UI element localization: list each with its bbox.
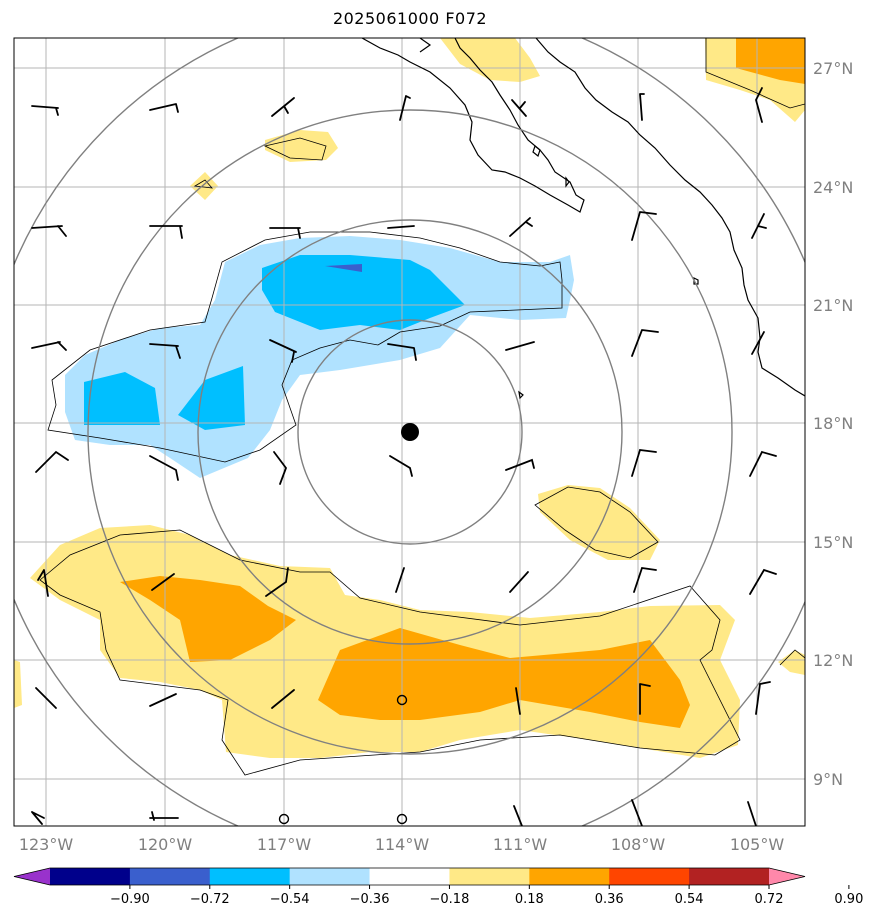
lat-label: 27°N bbox=[813, 59, 853, 78]
lat-label: 21°N bbox=[813, 296, 853, 315]
shade-0.18-nw1 bbox=[265, 130, 338, 162]
lat-label: 12°N bbox=[813, 651, 853, 670]
colorbar-segment bbox=[369, 868, 450, 885]
shade-neg0.36-mid bbox=[178, 366, 245, 430]
shade-neg0.54 bbox=[325, 264, 362, 272]
plot-area bbox=[14, 38, 805, 826]
colorbar-segment bbox=[609, 868, 690, 885]
lat-labels: 27°N 24°N 21°N 18°N 15°N 12°N 9°N bbox=[813, 59, 853, 789]
shade-0.36-east bbox=[318, 628, 690, 728]
colorbar-segment bbox=[689, 868, 770, 885]
colorbar-segment bbox=[50, 868, 131, 885]
lat-label: 15°N bbox=[813, 533, 853, 552]
shade-0.18-north bbox=[440, 38, 540, 82]
colorbar: −0.90 −0.72 −0.54 −0.36 −0.18 0.18 0.36 0.54 0.7… bbox=[13, 867, 863, 907]
colorbar-label: 0.72 bbox=[755, 892, 784, 907]
shade-0.36-west bbox=[120, 576, 296, 662]
colorbar-segment bbox=[449, 868, 530, 885]
lon-label: 105°W bbox=[730, 835, 785, 854]
lon-label: 123°W bbox=[19, 835, 74, 854]
colorbar-label: −0.54 bbox=[270, 892, 310, 907]
shade-0.18-west bbox=[14, 660, 22, 708]
colorbar-segment bbox=[209, 868, 291, 885]
wind-barbs bbox=[31, 87, 777, 826]
graticule bbox=[14, 38, 805, 826]
plot-frame bbox=[13, 37, 806, 827]
colorbar-label: 0.90 bbox=[834, 892, 863, 907]
lon-label: 117°W bbox=[257, 835, 312, 854]
colorbar-extend-low bbox=[14, 868, 50, 885]
lon-label: 120°W bbox=[138, 835, 193, 854]
lat-label: 18°N bbox=[813, 414, 853, 433]
lat-label: 24°N bbox=[813, 178, 853, 197]
lat-label: 9°N bbox=[813, 770, 843, 789]
colorbar-label: −0.72 bbox=[190, 892, 230, 907]
colorbar-label: −0.36 bbox=[350, 892, 390, 907]
shade-0.36-ne bbox=[736, 38, 805, 84]
contours bbox=[39, 38, 805, 776]
colorbar-segment bbox=[289, 868, 371, 885]
colorbar-outline bbox=[13, 867, 806, 886]
lon-labels: 123°W 120°W 117°W 114°W 111°W 108°W 105°… bbox=[19, 835, 785, 854]
lon-label: 114°W bbox=[375, 835, 430, 854]
lon-label: 111°W bbox=[493, 835, 548, 854]
colorbar-extend-high bbox=[769, 868, 805, 885]
colorbar-label: 0.18 bbox=[515, 892, 544, 907]
coastline bbox=[361, 38, 805, 400]
colorbar-label: −0.18 bbox=[430, 892, 470, 907]
lon-label: 108°W bbox=[611, 835, 666, 854]
colorbar-label: 0.54 bbox=[675, 892, 704, 907]
shade-0.18-se bbox=[778, 650, 805, 675]
map-title: 2025061000 F072 bbox=[332, 9, 488, 28]
shade-neg0.36-west bbox=[84, 372, 160, 425]
colorbar-label: 0.36 bbox=[595, 892, 624, 907]
shade-0.18-east bbox=[538, 485, 660, 560]
storm-center-marker bbox=[401, 423, 419, 441]
colorbar-label: −0.90 bbox=[110, 892, 150, 907]
colorbar-segment bbox=[529, 868, 610, 885]
positive-field bbox=[14, 38, 805, 758]
shade-neg0.36-north bbox=[262, 255, 465, 330]
negative-field bbox=[65, 236, 574, 478]
range-rings bbox=[14, 38, 805, 826]
colorbar-segment bbox=[129, 868, 211, 885]
